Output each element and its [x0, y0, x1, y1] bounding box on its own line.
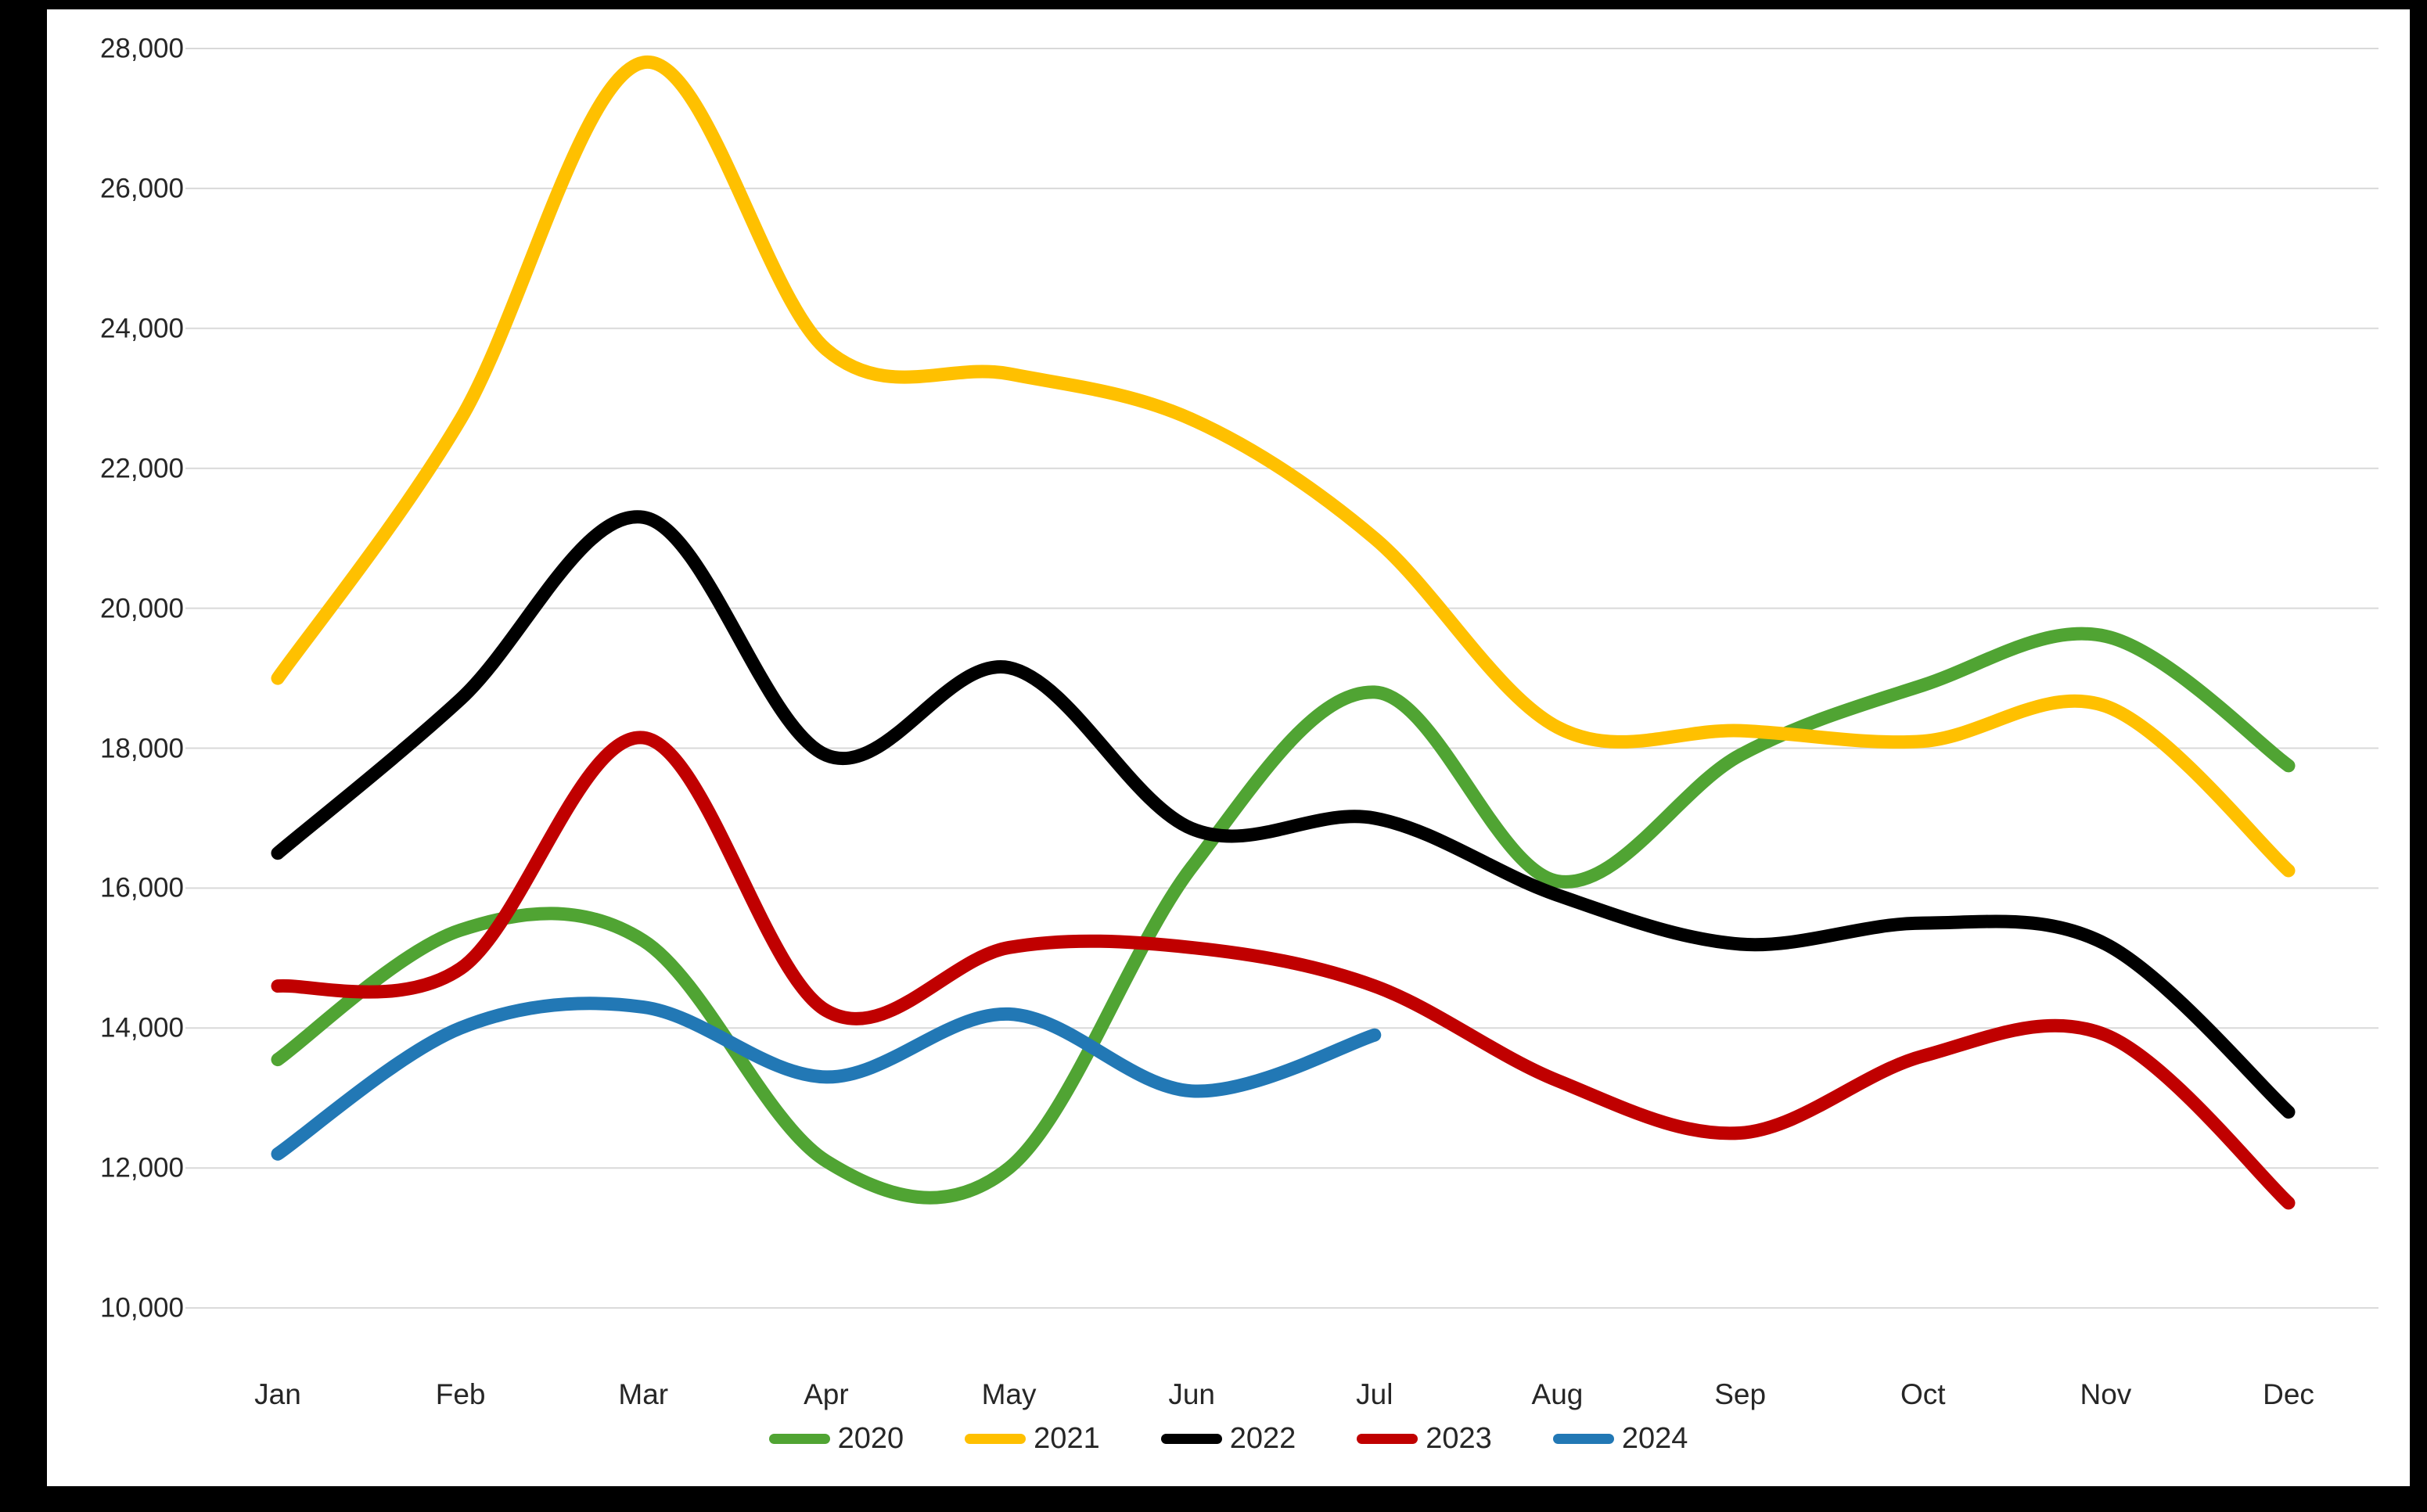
- x-tick-label-mar: Mar: [618, 1378, 669, 1410]
- y-tick-label-14000: 14,000: [99, 1012, 184, 1043]
- x-tick-label-feb: Feb: [435, 1378, 486, 1410]
- x-tick-label-dec: Dec: [2263, 1378, 2314, 1410]
- series-lines: [271, 56, 2296, 1210]
- plot-surface: 10,000 12,000 14,000 16,000 18,000 20,000 22,0…: [47, 9, 2410, 1486]
- y-tick-label-16000: 16,000: [99, 872, 184, 903]
- legend-label-2022: 2022: [1229, 1422, 1296, 1455]
- gridlines: [185, 48, 2378, 1309]
- x-tick-label-sep: Sep: [1714, 1378, 1767, 1410]
- legend-label-2020: 2020: [837, 1422, 904, 1455]
- x-tick-label-aug: Aug: [1531, 1378, 1584, 1410]
- legend-item-2022: 2022: [1160, 1422, 1296, 1455]
- y-tick-label-26000: 26,000: [99, 173, 184, 204]
- legend: 2020 2021 2022 2023 2024: [47, 1424, 2410, 1453]
- legend-item-2024: 2024: [1552, 1422, 1688, 1455]
- legend-swatch-icon-2020: [768, 1433, 830, 1444]
- legend-swatch-icon-2023: [1357, 1433, 1418, 1444]
- x-tick-label-may: May: [981, 1378, 1037, 1410]
- y-tick-label-20000: 20,000: [99, 593, 184, 624]
- y-tick-label-24000: 24,000: [99, 313, 184, 344]
- legend-item-2023: 2023: [1357, 1424, 1492, 1453]
- legend-label-2024: 2024: [1621, 1422, 1688, 1455]
- legend-item-2020: 2020: [768, 1422, 904, 1455]
- chart-svg: [185, 48, 2378, 1309]
- legend-swatch-icon-2022: [1160, 1433, 1222, 1444]
- series-line-2020: [271, 627, 2296, 1205]
- x-tick-label-jun: Jun: [1168, 1378, 1216, 1410]
- legend-swatch-icon-2024: [1552, 1433, 1614, 1444]
- x-tick-label-jan: Jan: [254, 1378, 301, 1410]
- legend-label-2021: 2021: [1034, 1422, 1100, 1455]
- series-line-2022: [271, 510, 2296, 1119]
- y-tick-label-28000: 28,000: [99, 33, 184, 64]
- y-tick-label-10000: 10,000: [99, 1292, 184, 1323]
- x-tick-label-oct: Oct: [1900, 1378, 1946, 1410]
- x-tick-label-nov: Nov: [2080, 1378, 2132, 1410]
- y-tick-label-18000: 18,000: [99, 733, 184, 763]
- legend-swatch-icon-2021: [965, 1433, 1027, 1444]
- legend-item-2021: 2021: [965, 1424, 1100, 1453]
- series-line-2021: [271, 56, 2296, 878]
- series-line-2023: [271, 731, 2296, 1210]
- y-tick-label-22000: 22,000: [99, 453, 184, 484]
- y-tick-label-12000: 12,000: [99, 1152, 184, 1183]
- x-tick-label-apr: Apr: [804, 1378, 849, 1410]
- x-tick-label-jul: Jul: [1356, 1378, 1393, 1410]
- legend-label-2023: 2023: [1426, 1422, 1492, 1455]
- series-line-2024: [271, 997, 1382, 1161]
